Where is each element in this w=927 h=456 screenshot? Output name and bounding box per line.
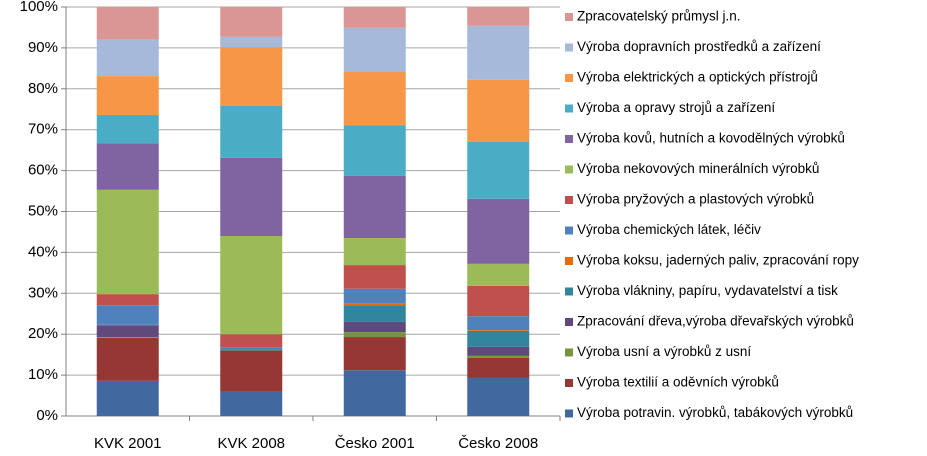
bar-segment	[467, 7, 530, 26]
bar-segment	[467, 79, 530, 142]
bar-segment	[220, 334, 283, 348]
bar-segment	[96, 7, 159, 40]
legend-swatch	[565, 318, 573, 326]
bar-segment	[467, 141, 530, 199]
bar-segment	[96, 326, 159, 338]
legend-label: Výroba potravin. výrobků, tabákových výr…	[577, 405, 853, 420]
legend-swatch	[565, 196, 573, 204]
legend-label: Výroba dopravních prostředků a zařízení	[577, 39, 821, 54]
legend-label: Výroba a opravy strojů a zařízení	[577, 100, 775, 115]
bar-segment	[96, 76, 159, 115]
bar-segment	[343, 265, 406, 289]
legend-label: Zpracování dřeva,výroba dřevařských výro…	[577, 314, 854, 329]
bar-segment	[343, 125, 406, 176]
bar-segment	[96, 337, 159, 381]
bar-segment	[343, 303, 406, 306]
bar-segment	[220, 7, 283, 37]
legend-swatch	[565, 379, 573, 387]
legend-swatch	[565, 257, 573, 265]
legend-label: Výroba pryžových a plastových výrobků	[577, 192, 814, 207]
bar-segment	[467, 330, 530, 347]
legend-label: Výroba nekovových minerálních výrobků	[577, 161, 819, 176]
legend-label: Výroba elektrických a optických přístroj…	[577, 70, 818, 85]
bar-segment	[96, 380, 159, 416]
bar-segment	[220, 105, 283, 158]
bar-segment	[343, 27, 406, 73]
legend-label: Výroba koksu, jaderných paliv, zpracován…	[577, 253, 859, 268]
bar-segment	[96, 337, 159, 338]
y-tick-label: 10%	[28, 366, 58, 383]
bar-segment	[96, 324, 159, 327]
bar-segment	[467, 377, 530, 416]
bar-segment	[467, 316, 530, 331]
bar-segment	[343, 305, 406, 322]
legend-label: Výroba textilií a oděvních výrobků	[577, 375, 779, 390]
bar-segment	[467, 355, 530, 358]
legend-swatch	[565, 74, 573, 82]
bar-segment	[467, 346, 530, 356]
y-tick-label: 20%	[28, 325, 58, 342]
bar-segment	[343, 175, 406, 239]
bar-segment	[220, 348, 283, 350]
bar-segment	[343, 238, 406, 266]
bar-segment	[343, 321, 406, 333]
bar-segment	[467, 25, 530, 80]
bar-segment	[96, 143, 159, 190]
bar-segment	[343, 7, 406, 28]
legend-label: Zpracovatelský průmysl j.n.	[577, 9, 741, 24]
y-tick-label: 30%	[28, 284, 58, 301]
bar-segment	[96, 39, 159, 77]
y-tick-label: 60%	[28, 162, 58, 179]
y-tick-label: 0%	[36, 407, 58, 424]
x-tick-label: KVK 2008	[217, 435, 285, 452]
x-tick-label: Česko 2001	[335, 435, 415, 452]
bar-segment	[220, 347, 283, 349]
bar-segment	[96, 189, 159, 295]
legend-swatch	[565, 165, 573, 174]
bar-segment	[343, 72, 406, 126]
bar-segment	[343, 370, 406, 416]
bar-segment	[220, 391, 283, 416]
legend-swatch	[565, 135, 573, 143]
bar-segment	[220, 36, 283, 48]
bar-segment	[467, 285, 530, 317]
bar-segment	[96, 294, 159, 306]
y-tick-label: 90%	[28, 39, 58, 56]
legend-label: Výroba chemických látek, léčiv	[577, 222, 761, 237]
y-tick-label: 40%	[28, 243, 58, 260]
bar-segment	[220, 349, 283, 351]
bar-segment	[467, 198, 530, 264]
bar-segment	[220, 47, 283, 106]
x-tick-label: KVK 2001	[94, 435, 162, 452]
bar-segment	[343, 337, 406, 371]
bar-segment	[220, 236, 283, 335]
bar-segment	[343, 288, 406, 304]
legend-label: Výroba vlákniny, papíru, vydavatelství a…	[577, 283, 838, 298]
bar-segment	[467, 357, 530, 378]
legend-swatch	[565, 409, 573, 418]
legend-swatch	[565, 104, 573, 113]
bar-segment	[96, 114, 159, 144]
y-tick-label: 70%	[28, 121, 58, 138]
legend-swatch	[565, 287, 573, 296]
legend-swatch	[565, 226, 573, 235]
y-tick-label: 100%	[20, 0, 58, 15]
bar-segment	[96, 305, 159, 325]
bar-segment	[467, 263, 530, 286]
legend-swatch	[565, 348, 573, 357]
bar-segment	[220, 157, 283, 237]
legend-label: Výroba usní a výrobků z usní	[577, 344, 751, 359]
y-tick-label: 50%	[28, 202, 58, 219]
legend-swatch	[565, 43, 573, 52]
x-tick-label: Česko 2008	[458, 435, 538, 452]
bar-segment	[220, 350, 283, 392]
bar-segment	[467, 330, 530, 331]
bar-segment	[343, 332, 406, 338]
legend-swatch	[565, 13, 573, 21]
y-tick-label: 80%	[28, 80, 58, 97]
legend-label: Výroba kovů, hutních a kovodělných výrob…	[577, 131, 845, 146]
